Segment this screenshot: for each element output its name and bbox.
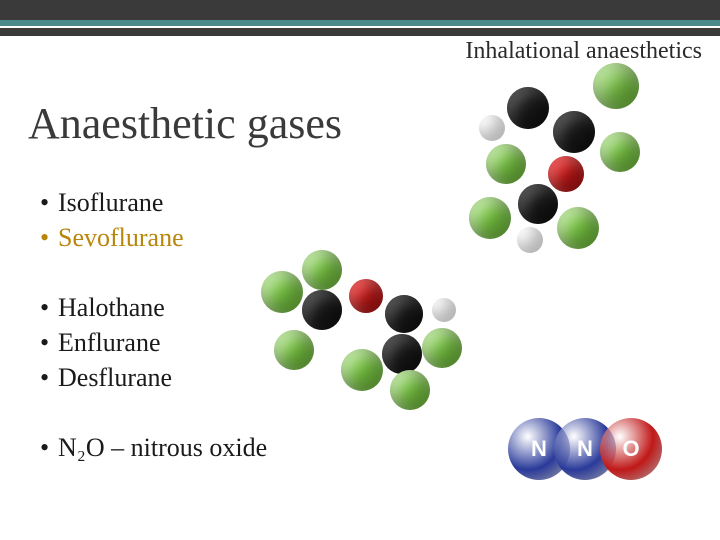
atom	[349, 279, 383, 313]
list-item: •Sevoflurane	[40, 220, 184, 255]
atom	[548, 156, 584, 192]
atom	[600, 132, 640, 172]
atom-label: O	[622, 436, 639, 462]
atom-label: N	[531, 436, 547, 462]
n2o-diagram: N N O	[508, 418, 668, 480]
gas-list-group-1: •Isoflurane •Sevoflurane	[40, 185, 184, 255]
atom	[382, 334, 422, 374]
atom	[469, 197, 511, 239]
list-item-label: Sevoflurane	[58, 223, 184, 252]
atom	[385, 295, 423, 333]
header-stripe-top	[0, 0, 720, 20]
list-item: •N₂O – nitrous oxide	[40, 430, 267, 465]
list-item: •Halothane	[40, 290, 172, 325]
molecule-diagram-2	[256, 266, 486, 436]
gas-list-group-3: •N₂O – nitrous oxide	[40, 430, 267, 465]
atom	[553, 111, 595, 153]
list-item: •Desflurane	[40, 360, 172, 395]
page-title: Anaesthetic gases	[28, 98, 342, 149]
atom	[593, 63, 639, 109]
atom	[341, 349, 383, 391]
atom	[390, 370, 430, 410]
list-item: •Enflurane	[40, 325, 172, 360]
atom	[486, 144, 526, 184]
atom	[432, 298, 456, 322]
atom	[302, 290, 342, 330]
header-bar: Inhalational anaesthetics	[0, 0, 720, 56]
list-item-label: Desflurane	[58, 363, 172, 392]
list-item: •Isoflurane	[40, 185, 184, 220]
list-item-label: Halothane	[58, 293, 165, 322]
atom	[274, 330, 314, 370]
atom	[518, 184, 558, 224]
atom	[517, 227, 543, 253]
breadcrumb: Inhalational anaesthetics	[465, 38, 702, 65]
atom-label: N	[577, 436, 593, 462]
list-item-label: Enflurane	[58, 328, 161, 357]
list-item-label: Isoflurane	[58, 188, 163, 217]
header-stripe-mid	[0, 28, 720, 36]
atom	[507, 87, 549, 129]
molecule-diagram-1	[420, 80, 680, 270]
n2o-atom-o: O	[600, 418, 662, 480]
list-item-label: N₂O – nitrous oxide	[58, 433, 267, 462]
atom	[261, 271, 303, 313]
atom	[557, 207, 599, 249]
atom	[479, 115, 505, 141]
atom	[422, 328, 462, 368]
gas-list-group-2: •Halothane •Enflurane •Desflurane	[40, 290, 172, 395]
atom	[302, 250, 342, 290]
